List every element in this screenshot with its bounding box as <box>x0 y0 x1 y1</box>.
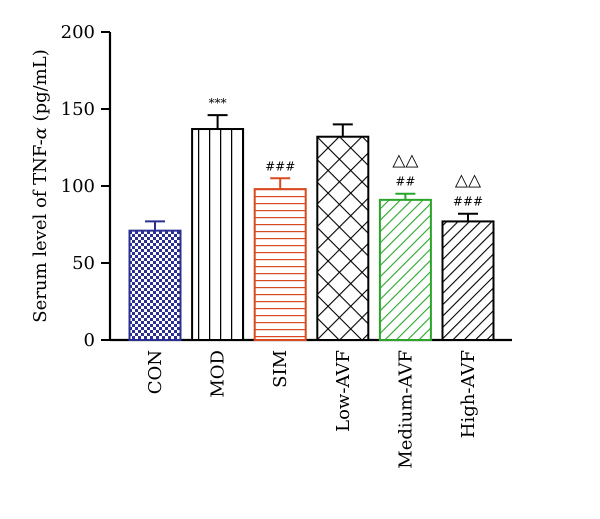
y-ticks: 0 50 100 150 200 <box>61 22 110 351</box>
bar-con <box>128 229 182 341</box>
x-tick-labels: CON MOD SIM Low-AVF Medium-AVF High-AVF <box>145 350 479 469</box>
x-tick-label-low-avf: Low-AVF <box>333 350 354 432</box>
y-tick-label: 200 <box>61 22 95 43</box>
y-tick-label: 100 <box>61 176 95 197</box>
annotation-primary: *** <box>209 96 227 110</box>
annotation-primary: ### <box>453 195 483 209</box>
bar-medium-avf <box>378 198 432 341</box>
y-axis-title-symbol: α <box>30 127 51 139</box>
annotation-primary: ### <box>265 159 295 173</box>
bar-low-avf <box>316 135 370 341</box>
bar-mod <box>191 128 245 341</box>
x-tick-label-medium-avf: Medium-AVF <box>395 350 416 469</box>
y-tick-label: 150 <box>61 99 95 120</box>
x-tick-label-high-avf: High-AVF <box>458 350 479 438</box>
bar-sim <box>253 188 307 341</box>
significance-annotations: ***#####△△###△△ <box>209 96 483 209</box>
error-bars <box>145 114 478 231</box>
y-axis-title-prefix: Serum level of TNF- <box>30 139 51 322</box>
bars <box>128 128 495 341</box>
annotation-secondary: △△ <box>392 151 419 171</box>
y-axis-title: Serum level of TNF-α (pg/mL) <box>30 49 51 322</box>
y-tick-label: 0 <box>84 330 95 351</box>
y-tick-label: 50 <box>72 253 95 274</box>
x-tick-label-con: CON <box>145 350 166 394</box>
annotation-secondary: △△ <box>455 171 482 191</box>
x-tick-label-sim: SIM <box>270 350 291 388</box>
y-axis-title-suffix: (pg/mL) <box>30 49 51 127</box>
bar-high-avf <box>441 220 495 341</box>
x-tick-label-mod: MOD <box>208 350 229 398</box>
annotation-primary: ## <box>395 175 415 189</box>
